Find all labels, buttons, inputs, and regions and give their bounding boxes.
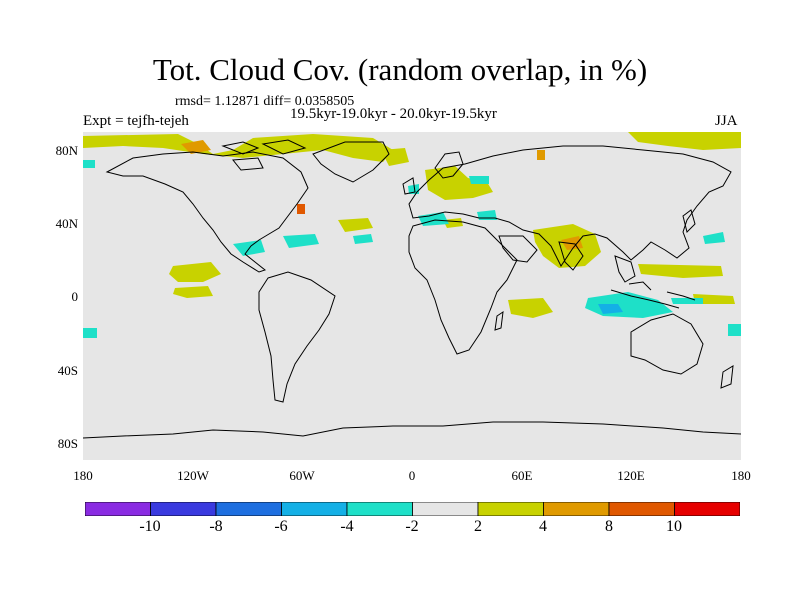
lon-tick-label: 120E [617,468,645,483]
coastline-scandinavia [434,151,464,179]
lon-tick-label: 60E [511,468,533,483]
colorbar-label: -6 [274,518,288,535]
colorbar-label: 10 [666,518,682,535]
lon-tick-label: 60W [289,468,315,483]
lon-tick-label: 120W [177,468,209,483]
colorbar-label: 2 [474,518,482,535]
colorbar-swatch [150,502,217,516]
lat-tick-label: 40N [55,216,78,231]
colorbar-label: -10 [139,518,161,535]
lat-tick-label: 0 [71,289,79,304]
period-subtitle: 19.5kyr-19.0kyr - 20.0kyr-19.5kyr [290,106,497,122]
coastline-north-america [105,151,309,273]
experiment-label: Expt = tejfh-tejeh [83,113,189,129]
anomaly-patch [83,328,97,338]
world-map [83,132,741,460]
coastline-south-america [258,271,336,403]
anomaly-patch [561,236,583,250]
anomaly-patch [537,150,545,160]
colorbar [85,502,740,516]
colorbar-swatch [85,502,151,516]
coastline-india [558,241,584,271]
colorbar-label: 4 [539,518,547,535]
colorbar-swatch [543,502,610,516]
coastline-antarctica [83,421,741,439]
coastline-japan [682,209,696,233]
colorbar-label: -4 [340,518,354,535]
anomaly-patch [83,160,95,168]
anomaly-patch [469,176,489,184]
anomaly-patch [598,304,623,314]
colorbar-label: -8 [209,518,223,535]
coastlines [83,139,741,439]
colorbar-swatch [412,502,479,516]
lat-tick-label: 80S [57,436,78,451]
anomaly-patch [703,232,725,244]
anomaly-patch [671,298,703,304]
anomaly-patch [283,234,319,248]
coastline-indonesia [610,281,696,309]
anomaly-patch [628,132,741,150]
colorbar-swatch [215,502,282,516]
colorbar-swatch [346,502,413,516]
coastline-madagascar [494,310,504,331]
colorbar-label: -2 [405,518,419,535]
lon-tick-label: 180 [731,468,751,483]
anomaly-patch [83,134,393,162]
anomaly-patch [338,218,373,232]
lon-tick-label: 180 [73,468,93,483]
anomaly-patch [353,234,373,244]
anomaly-patch [173,286,213,298]
colorbar-swatch [674,502,740,516]
coastline-british-isles [402,177,416,195]
positive-anomaly-patches [83,132,741,318]
lat-tick-label: 40S [57,363,78,378]
anomaly-patch [408,184,419,194]
anomaly-patch [425,166,493,200]
coastline-australia [630,313,704,375]
anomaly-patch [297,204,305,214]
anomaly-patch [728,324,741,336]
stats-label: rmsd= 1.12871 diff= 0.0358505 [175,94,355,109]
coastline-new-zealand [720,365,734,389]
colorbar-swatch [281,502,348,516]
plot-title: Tot. Cloud Cov. (random overlap, in %) [152,52,648,87]
coastline-africa [408,219,518,355]
coastline-southeast-asia [614,255,636,283]
coastline-greenland [312,141,390,183]
anomaly-patch [693,294,735,304]
anomaly-patch [638,264,723,278]
anomaly-patch [508,298,553,318]
anomaly-patch [169,262,221,282]
coastline-arabia [498,235,538,263]
coastline-europe-asia [408,145,732,267]
coastline-canadian-archipelago [221,139,307,171]
colorbar-label: 8 [605,518,613,535]
anomaly-patch [181,140,211,154]
colorbar-swatch [477,502,544,516]
season-label: JJA [715,113,738,129]
lon-tick-label: 0 [408,468,416,483]
lat-tick-label: 80N [55,143,78,158]
colorbar-swatch [608,502,675,516]
